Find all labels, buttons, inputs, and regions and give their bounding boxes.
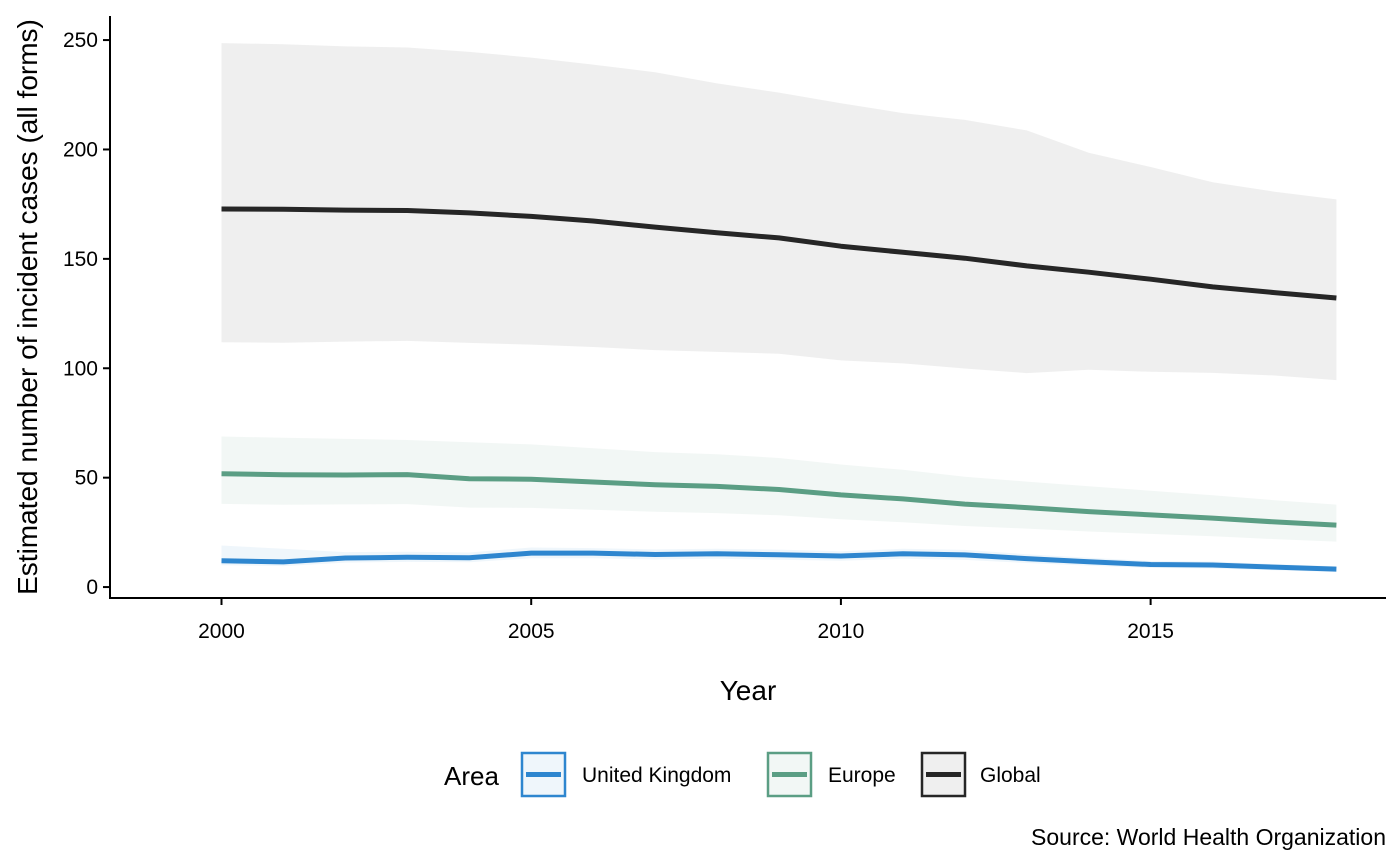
united-kingdom-series-line — [221, 550, 1337, 572]
y-tick-label: 250 — [63, 29, 98, 52]
united-kingdom-legend-label: United Kingdom — [582, 764, 731, 787]
axes — [109, 16, 1386, 599]
confidence-bands — [221, 43, 1337, 572]
global-confidence-band — [221, 43, 1337, 381]
x-tick-label: 2015 — [1127, 620, 1174, 643]
y-tick-label: 100 — [63, 357, 98, 380]
source-caption: Source: World Health Organization — [1031, 824, 1386, 850]
x-axis-title: Year — [720, 675, 777, 706]
y-tick-label: 50 — [75, 467, 98, 490]
y-tick-label: 150 — [63, 248, 98, 271]
y-tick-label: 200 — [63, 138, 98, 161]
x-tick-label: 2005 — [508, 620, 555, 643]
y-tick-label: 0 — [86, 576, 98, 599]
legend: Area United Kingdom Europe Global — [444, 751, 1041, 798]
x-tick-label: 2000 — [198, 620, 245, 643]
series-lines — [221, 206, 1337, 572]
europe-legend-label: Europe — [828, 764, 896, 787]
europe-series-line — [221, 471, 1337, 528]
y-axis-title: Estimated number of incident cases (all … — [12, 19, 43, 595]
x-tick-label: 2010 — [818, 620, 865, 643]
legend-title: Area — [444, 761, 499, 791]
x-ticks: 2000 2005 2010 2015 — [198, 598, 1174, 643]
global-legend-label: Global — [980, 764, 1041, 787]
united-kingdom-confidence-band — [221, 545, 1337, 572]
y-ticks: 0 50 100 150 200 250 — [63, 29, 110, 599]
global-series-line — [221, 206, 1337, 301]
